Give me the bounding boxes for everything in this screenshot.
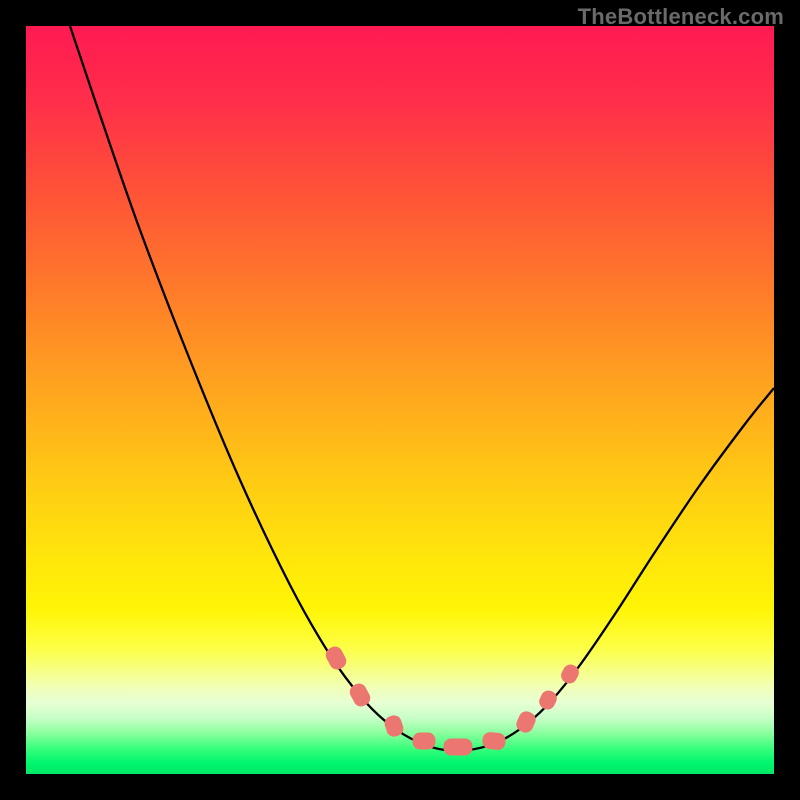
frame-right <box>774 0 800 800</box>
curve-marker <box>413 733 435 749</box>
frame-bottom <box>0 774 800 800</box>
watermark-text: TheBottleneck.com <box>578 4 784 30</box>
frame-left <box>0 0 26 800</box>
gradient-background <box>26 26 774 774</box>
curve-marker <box>444 739 472 755</box>
curve-marker <box>482 732 506 750</box>
bottleneck-curve-chart <box>0 0 800 800</box>
